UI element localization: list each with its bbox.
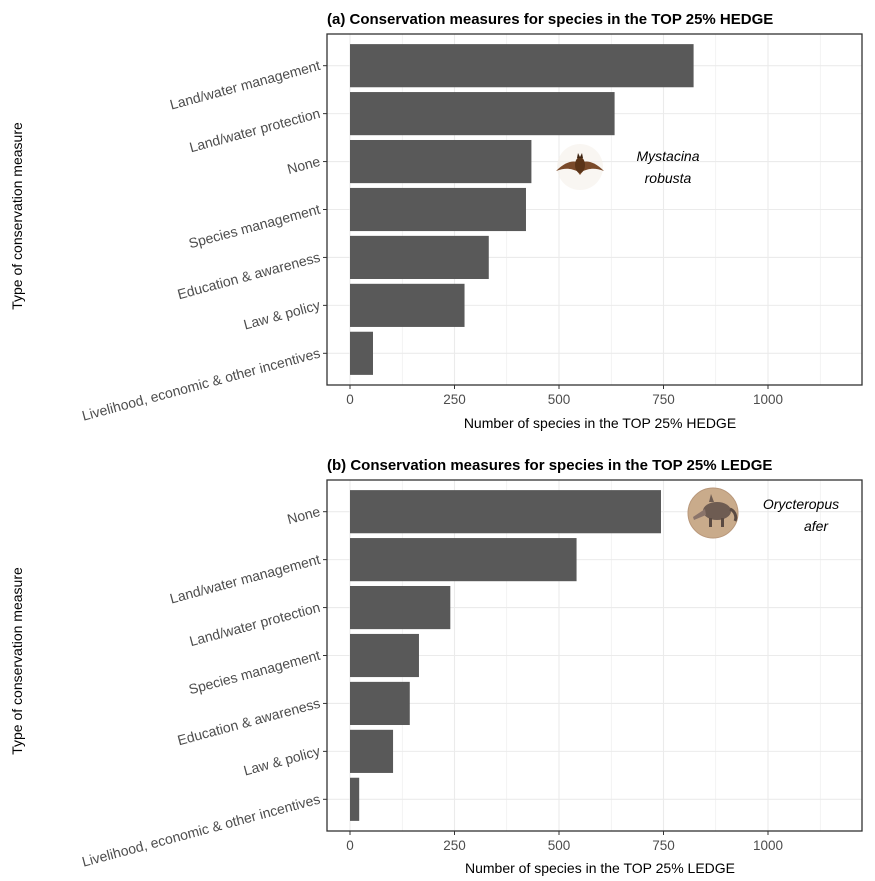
- bar: [350, 139, 532, 184]
- panel-b-y-axis-title: Type of conservation measure: [9, 567, 25, 755]
- aardvark-icon: [687, 487, 739, 539]
- species-name-line2: robusta: [645, 170, 692, 186]
- y-tick-label: Education & awareness: [176, 249, 322, 303]
- y-tick-label: Livelihood, economic & other incentives: [80, 345, 322, 424]
- y-tick-label: Education & awareness: [176, 695, 322, 749]
- bars: [350, 44, 694, 375]
- bar: [350, 633, 419, 678]
- bar: [350, 44, 694, 88]
- x-tick-labels: 0 250 500 750 1000: [346, 831, 783, 853]
- y-tick-label: None: [285, 503, 322, 527]
- x-tick-label: 1000: [753, 838, 783, 853]
- bars: [350, 490, 661, 821]
- x-tick-label: 0: [346, 838, 354, 853]
- bar: [350, 777, 360, 821]
- panel-a-x-axis-title: Number of species in the TOP 25% HEDGE: [464, 415, 736, 431]
- bar: [350, 538, 577, 582]
- panel-b-title: (b) Conservation measures for species in…: [327, 457, 772, 474]
- panel-a-title: (a) Conservation measures for species in…: [327, 11, 773, 28]
- x-tick-label: 750: [652, 838, 675, 853]
- y-tick-label: None: [285, 153, 322, 177]
- bar: [350, 92, 615, 136]
- x-tick-label: 1000: [753, 392, 783, 407]
- y-tick-label: Species management: [187, 201, 322, 252]
- x-tick-labels: 0 250 500 750 1000: [346, 385, 783, 407]
- bar: [350, 283, 465, 327]
- y-tick-label: Land/water protection: [188, 105, 322, 155]
- species-name-line2: afer: [804, 518, 829, 534]
- bar: [350, 331, 373, 375]
- y-tick-label: Law & policy: [242, 297, 322, 333]
- x-tick-label: 250: [443, 838, 466, 853]
- x-tick-label: 500: [548, 838, 571, 853]
- y-tick-label: Livelihood, economic & other incentives: [80, 791, 322, 870]
- panel-b: (b) Conservation measures for species in…: [9, 457, 863, 876]
- y-tick-label: Land/water management: [168, 57, 322, 113]
- bar: [350, 585, 451, 630]
- y-tick-label: Law & policy: [242, 743, 322, 779]
- bar: [350, 187, 526, 232]
- x-tick-label: 750: [652, 392, 675, 407]
- x-tick-label: 250: [443, 392, 466, 407]
- panel-b-x-axis-title: Number of species in the TOP 25% LEDGE: [465, 860, 735, 876]
- x-tick-label: 0: [346, 392, 354, 407]
- species-name-line1: Orycteropus: [763, 496, 839, 512]
- y-tick-label: Species management: [187, 647, 322, 698]
- panel-a: (a) Conservation measures for species in…: [9, 11, 863, 431]
- y-tick-label: Land/water management: [168, 551, 322, 607]
- bar: [350, 681, 410, 726]
- panel-a-y-axis-title: Type of conservation measure: [9, 122, 25, 310]
- bat-icon: [556, 144, 604, 190]
- bar: [350, 235, 489, 280]
- species-name-line1: Mystacina: [636, 148, 699, 164]
- bar: [350, 490, 661, 534]
- x-tick-label: 500: [548, 392, 571, 407]
- y-tick-label: Land/water protection: [188, 599, 322, 649]
- bar: [350, 729, 394, 773]
